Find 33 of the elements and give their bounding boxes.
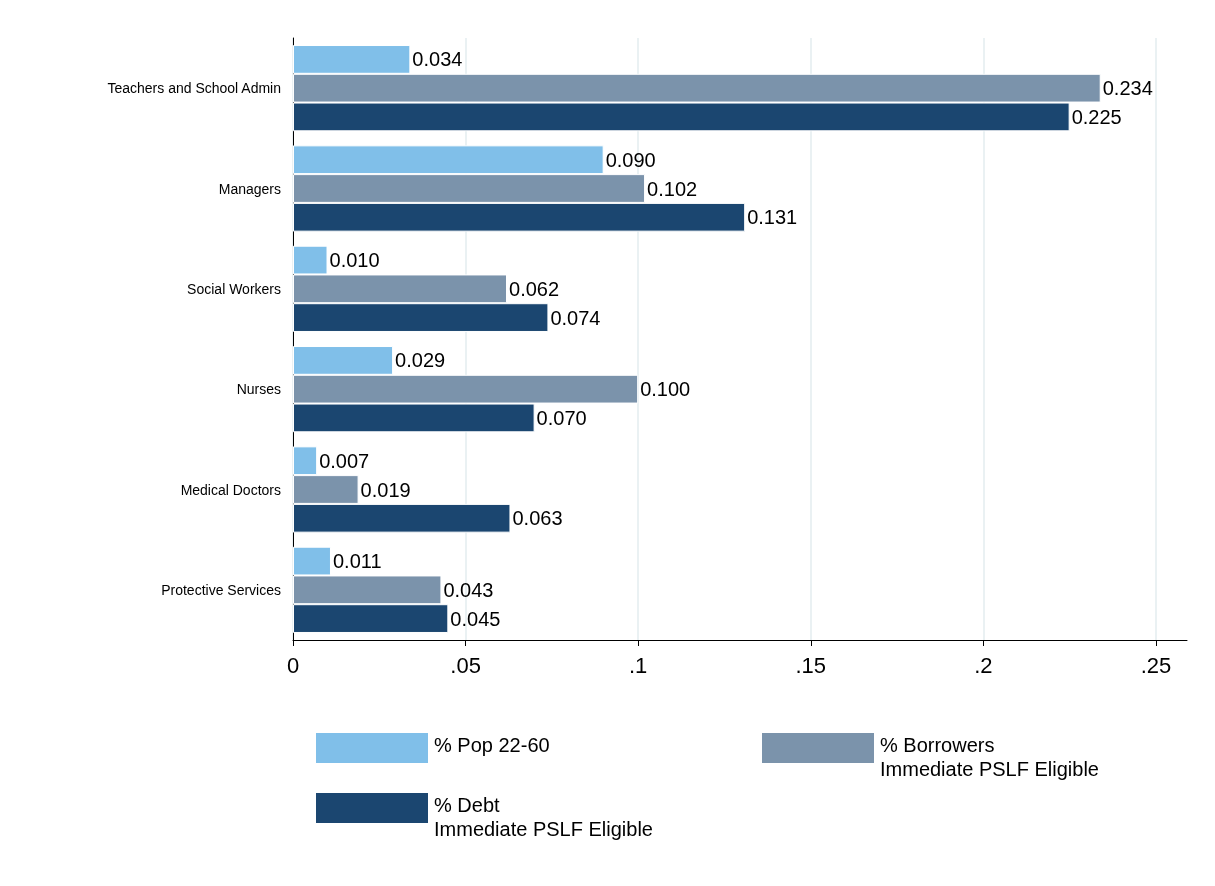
data-label: 0.011 bbox=[332, 550, 382, 573]
data-label: 0.045 bbox=[450, 607, 501, 630]
y-tick-label: Medical Doctors bbox=[180, 481, 281, 498]
y-tick-label: Nurses bbox=[236, 381, 281, 398]
text: % Pop 22-60 bbox=[434, 733, 550, 757]
data-label: 0.074 bbox=[550, 306, 601, 329]
data-label: 0.010 bbox=[329, 249, 380, 272]
data-label: 0.062 bbox=[509, 277, 560, 300]
x-tick-label: .05 bbox=[450, 652, 481, 678]
data-label: 0.070 bbox=[536, 406, 587, 429]
data-label: 0.102 bbox=[647, 177, 698, 200]
y-tick-label: Social Workers bbox=[187, 280, 281, 297]
text: % Borrowers Immediate PSLF Eligible bbox=[880, 733, 1099, 781]
data-label: 0.131 bbox=[747, 206, 798, 229]
data-label: 0.007 bbox=[319, 449, 370, 472]
text: % Debt Immediate PSLF Eligible bbox=[434, 793, 653, 841]
y-tick-label: Managers bbox=[218, 180, 281, 197]
data-label: 0.034 bbox=[412, 48, 463, 71]
x-tick-label: 0 bbox=[286, 652, 300, 678]
data-label: 0.063 bbox=[512, 507, 563, 530]
x-tick-label: .1 bbox=[628, 652, 648, 678]
data-label: 0.090 bbox=[605, 148, 656, 171]
x-tick-label: .2 bbox=[974, 652, 993, 678]
data-label: 0.029 bbox=[395, 349, 446, 372]
data-label: 0.225 bbox=[1071, 105, 1122, 128]
data-label: 0.043 bbox=[443, 578, 494, 601]
x-tick-label: .15 bbox=[795, 652, 827, 678]
x-tick-label: .25 bbox=[1140, 652, 1172, 678]
data-label: 0.100 bbox=[640, 378, 691, 401]
y-tick-label: Protective Services bbox=[161, 581, 281, 598]
data-label: 0.019 bbox=[360, 478, 411, 501]
y-tick-label: Teachers and School Admin bbox=[107, 80, 281, 97]
data-label: 0.234 bbox=[1102, 77, 1153, 100]
